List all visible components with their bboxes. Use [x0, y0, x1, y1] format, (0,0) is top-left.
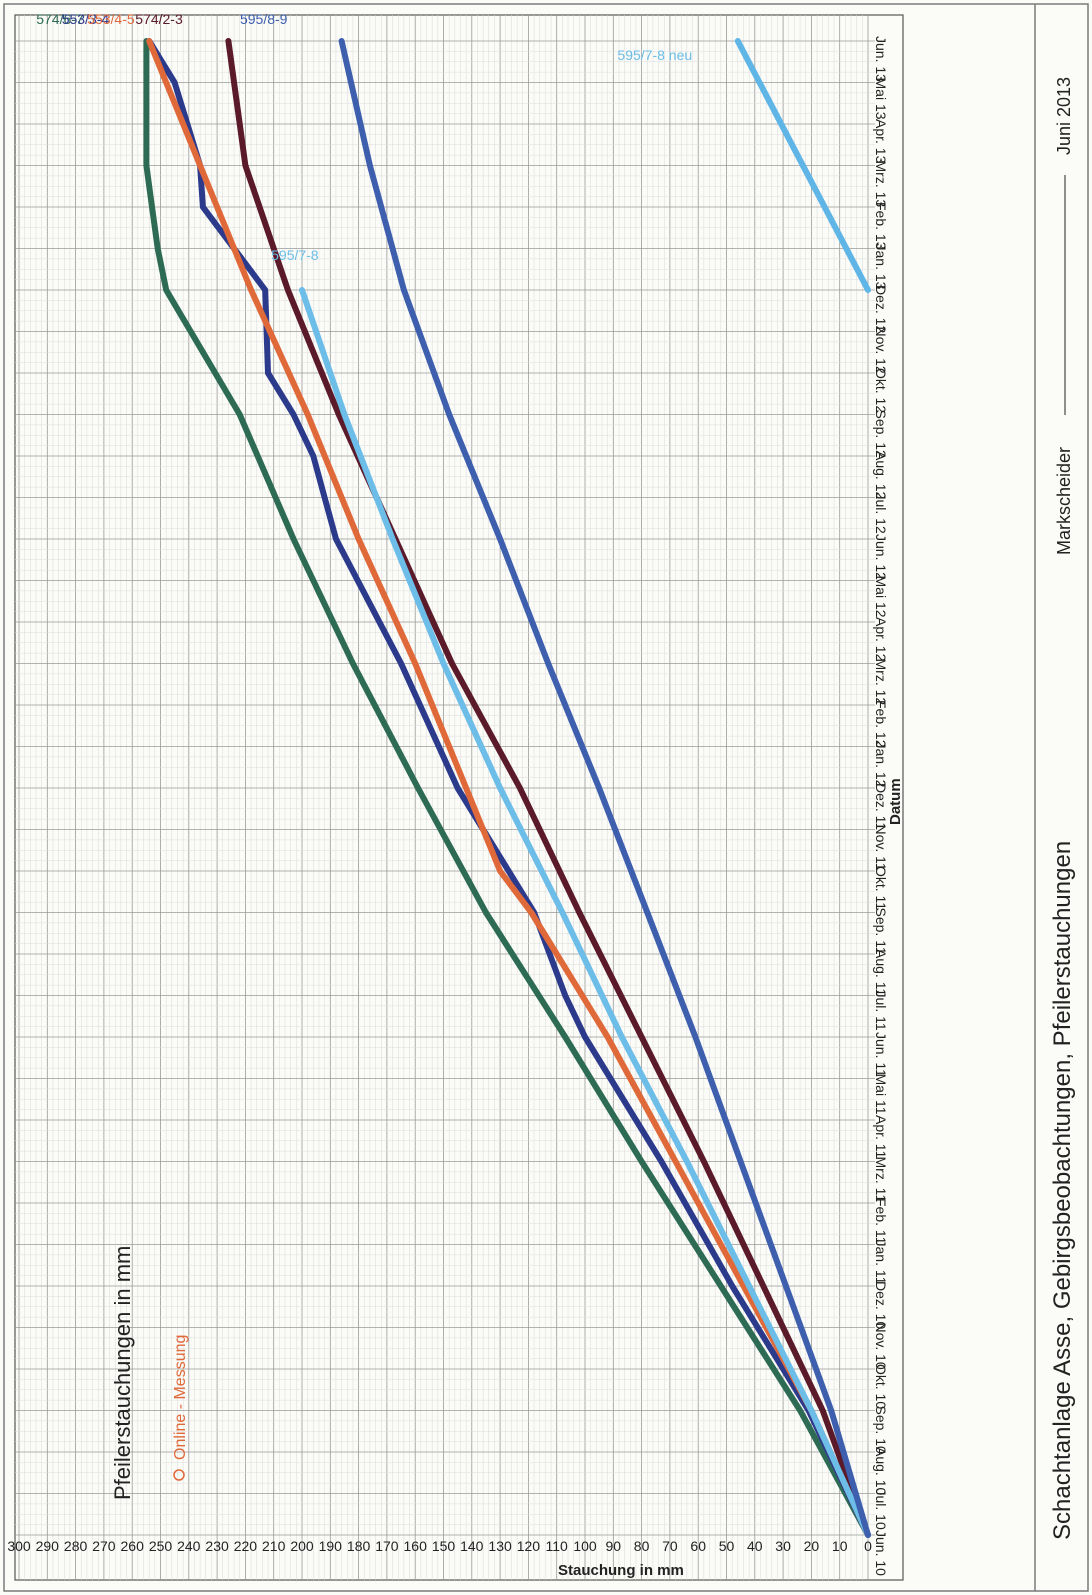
y-tick-label: 80 — [634, 1538, 650, 1554]
x-tick-label: Nov. 10 — [873, 1323, 889, 1370]
series-line — [146, 38, 871, 1538]
page-border — [3, 3, 1089, 1592]
y-tick-label: 290 — [36, 1538, 60, 1554]
x-tick-label: Mrz. 12 — [873, 659, 889, 706]
y-tick-label: 250 — [149, 1538, 173, 1554]
x-tick-label: Sep. 10 — [873, 1406, 889, 1454]
x-tick-label: Dez. 12 — [873, 285, 889, 333]
x-tick-label: Apr. 11 — [873, 1115, 889, 1159]
y-tick-label: 20 — [804, 1538, 820, 1554]
x-tick-label: Apr. 12 — [873, 617, 889, 662]
x-tick-label: Okt. 11 — [873, 866, 889, 910]
y-tick-label: 110 — [546, 1538, 569, 1554]
x-tick-label: Aug. 10 — [873, 1447, 889, 1495]
y-tick-label: 240 — [177, 1538, 201, 1554]
y-tick-label: 230 — [205, 1538, 229, 1554]
x-tick-label: Jul. 12 — [873, 493, 889, 534]
x-tick-label: Mai 11 — [873, 1074, 889, 1115]
y-tick-label: 180 — [347, 1538, 371, 1554]
y-tick-label: 300 — [7, 1538, 31, 1554]
x-tick-label: Apr. 13 — [873, 119, 889, 164]
x-tick-label: Jan. 13 — [873, 244, 889, 290]
series-line — [338, 38, 871, 1538]
x-tick-label: Jul. 10 — [873, 1489, 889, 1530]
y-tick-label: 50 — [719, 1538, 735, 1554]
footer-date: Juni 2013 — [1054, 77, 1074, 155]
series-label: 553/4-5 — [87, 11, 135, 27]
series-label: 595/7-8 neu — [617, 47, 692, 63]
x-tick-label: Jun. 12 — [873, 534, 889, 580]
x-tick-label: Jul. 11 — [873, 991, 889, 1031]
series-label: 574/6-7 — [36, 11, 84, 27]
y-tick-label: 60 — [690, 1538, 706, 1554]
y-tick-label: 70 — [662, 1538, 678, 1554]
x-tick-label: Mai 12 — [873, 576, 889, 618]
series-lines — [143, 38, 871, 1538]
series-line — [146, 38, 871, 1538]
y-tick-label: 260 — [121, 1538, 145, 1554]
y-tick-label: 160 — [404, 1538, 428, 1554]
online-measurement-note: Online - Messung — [172, 1335, 189, 1460]
y-tick-label: 120 — [517, 1538, 541, 1554]
y-tick-label: 0 — [864, 1538, 872, 1554]
footer-role: Markscheider — [1054, 447, 1074, 555]
y-tick-label: 280 — [64, 1538, 88, 1554]
y-tick-label: 170 — [375, 1538, 399, 1554]
x-tick-label: Aug. 11 — [873, 949, 889, 996]
y-tick-label: 100 — [573, 1538, 597, 1554]
y-axis-label: Stauchung in mm — [558, 1562, 684, 1579]
series-line — [734, 38, 871, 293]
y-tick-label: 10 — [832, 1538, 848, 1554]
y-tick-label: 200 — [290, 1538, 314, 1554]
x-tick-label: Okt. 12 — [873, 368, 889, 413]
x-tick-label: Dez. 10 — [873, 1281, 889, 1329]
x-tick-label: Feb. 12 — [873, 700, 889, 748]
x-tick-label: Mai 13 — [873, 78, 889, 120]
x-tick-label: Okt. 10 — [873, 1364, 889, 1409]
y-tick-label: 30 — [775, 1538, 791, 1554]
series-line — [225, 38, 871, 1538]
y-tick-label: 140 — [460, 1538, 484, 1554]
footer-caption: Schachtanlage Asse, Gebirgsbeobachtungen… — [1049, 841, 1076, 1540]
x-tick-label: Feb. 13 — [873, 202, 889, 250]
series-line — [143, 38, 871, 1538]
online-marker-icon — [173, 1469, 185, 1481]
x-tick-label: Aug. 12 — [873, 451, 889, 499]
x-tick-label: Sep. 12 — [873, 410, 889, 458]
x-tick-label: Dez. 11 — [873, 783, 889, 830]
series-label: 595/7-8 — [271, 247, 319, 263]
x-tick-label: Nov. 11 — [873, 825, 889, 871]
y-tick-label: 150 — [432, 1538, 456, 1554]
y-tick-label: 220 — [234, 1538, 258, 1554]
y-tick-label: 270 — [92, 1538, 116, 1554]
y-tick-label: 210 — [262, 1538, 286, 1554]
series-label: 553/3-4 — [62, 11, 110, 27]
y-tick-label: 90 — [606, 1538, 622, 1554]
chart-title: Pfeilerstauchungen in mm — [110, 1246, 135, 1500]
series-line — [299, 287, 871, 1538]
x-tick-label: Sep. 11 — [873, 908, 889, 955]
series-label: 595/8-9 — [240, 11, 288, 27]
x-axis-label: Datum — [887, 778, 904, 825]
y-tick-label: 40 — [747, 1538, 763, 1554]
series-label: 574/2-3 — [135, 11, 183, 27]
x-tick-label: Jun. 11 — [873, 1032, 889, 1077]
x-tick-label: Nov. 12 — [873, 327, 889, 374]
x-tick-label: Jan. 12 — [873, 742, 889, 788]
x-tick-label: Jan. 11 — [873, 1240, 889, 1285]
x-tick-label: Mrz. 13 — [873, 161, 889, 208]
x-tick-label: Jun. 10 — [873, 1530, 889, 1576]
y-tick-label: 190 — [319, 1538, 343, 1554]
x-tick-label: Feb. 11 — [873, 1198, 889, 1245]
x-tick-label: Mrz. 11 — [873, 1157, 889, 1203]
y-tick-label: 130 — [488, 1538, 512, 1554]
gridlines — [15, 15, 875, 1580]
x-tick-label: Jun. 13 — [873, 36, 889, 82]
